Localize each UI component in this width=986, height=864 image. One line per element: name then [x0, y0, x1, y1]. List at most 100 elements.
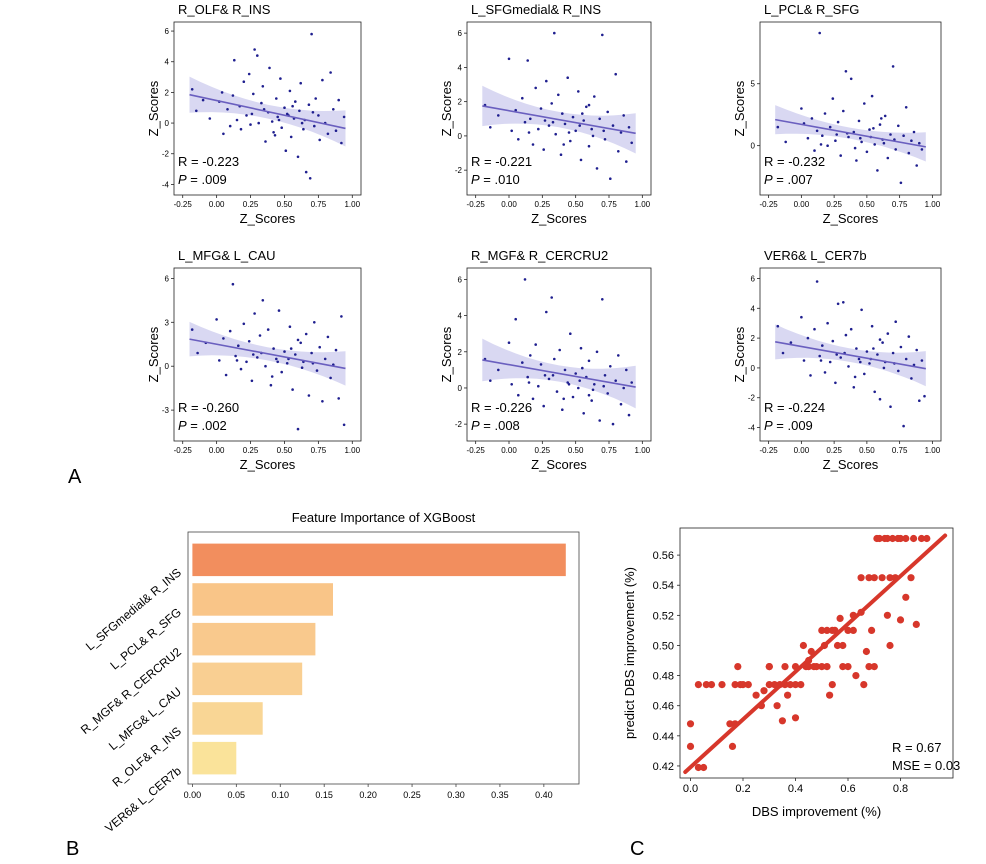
data-point	[865, 350, 869, 353]
regression-line	[482, 359, 636, 388]
data-point	[836, 614, 844, 623]
y-tick-label: 4	[165, 58, 170, 67]
data-point	[844, 626, 852, 635]
data-point	[912, 130, 916, 134]
x-tick-label: 0.00	[184, 790, 202, 800]
data-point	[307, 394, 311, 397]
y-tick-label: -2	[455, 166, 463, 175]
x-tick-label: 0.75	[892, 200, 908, 209]
data-point	[517, 138, 520, 141]
data-point	[810, 117, 814, 120]
data-point	[302, 127, 305, 131]
y-tick-label: 0.56	[653, 550, 674, 562]
data-point	[806, 136, 810, 140]
r-annotation: R = -0.260	[178, 400, 239, 415]
data-point	[340, 141, 343, 145]
data-point	[323, 357, 327, 361]
data-point	[531, 143, 535, 146]
data-point	[836, 120, 840, 124]
x-tick-label: 0.8	[893, 783, 908, 795]
data-point	[923, 394, 926, 398]
data-point	[284, 149, 288, 152]
x-tick-label: 0.25	[403, 790, 421, 800]
data-point	[534, 86, 537, 90]
data-point	[587, 393, 591, 397]
data-point	[578, 124, 581, 127]
data-point	[770, 681, 779, 689]
data-point	[734, 663, 742, 671]
data-point	[561, 408, 564, 412]
scatter-panel-2: L_SFGmedial& R_INS -0.25 0.00 0.25 0.50 0.75 1…	[439, 2, 652, 226]
x-tick-label: 0.20	[359, 790, 377, 800]
data-point	[614, 379, 617, 383]
data-point	[288, 89, 292, 93]
data-point	[220, 91, 224, 94]
data-point	[291, 104, 294, 108]
data-point	[539, 107, 543, 110]
y-axis-label: Z_Scores	[439, 326, 454, 382]
x-axis-label: DBS improvement (%)	[752, 804, 881, 819]
data-point	[313, 124, 316, 128]
data-point	[818, 663, 826, 671]
data-point	[603, 374, 607, 377]
data-point	[700, 763, 708, 772]
data-point	[562, 143, 565, 146]
y-tick-label: -2	[455, 420, 463, 429]
p-annotation: P = .008	[471, 418, 520, 433]
y-tick-label: 0	[165, 119, 170, 128]
data-point	[315, 369, 319, 372]
data-point	[731, 681, 739, 689]
data-point	[591, 134, 595, 138]
r-annotation: R = -0.224	[764, 400, 825, 415]
r-annotation: R = -0.226	[471, 400, 532, 415]
data-point	[579, 158, 583, 162]
data-point	[726, 720, 734, 728]
data-point	[280, 370, 284, 374]
data-point	[870, 324, 874, 328]
data-point	[603, 138, 607, 141]
data-point	[828, 681, 836, 689]
data-point	[897, 124, 900, 128]
data-point	[834, 381, 837, 385]
data-point	[269, 383, 273, 387]
data-point	[823, 371, 827, 374]
data-point	[918, 141, 921, 145]
data-point	[318, 345, 322, 349]
data-point	[863, 372, 866, 376]
data-point	[558, 348, 561, 352]
data-point	[784, 691, 792, 699]
data-point	[252, 353, 255, 356]
data-point	[304, 170, 308, 174]
data-point	[317, 114, 320, 117]
x-axis-label: Z_Scores	[823, 457, 879, 472]
data-point	[902, 534, 910, 543]
data-point	[863, 102, 866, 105]
data-point	[842, 109, 845, 113]
data-point	[781, 663, 789, 671]
data-point	[805, 663, 813, 671]
x-tick-label: -0.25	[174, 200, 193, 209]
data-point	[821, 344, 824, 347]
data-point	[585, 105, 588, 109]
data-point	[872, 347, 875, 350]
data-point	[823, 626, 831, 635]
data-point	[813, 149, 816, 152]
data-point	[828, 125, 832, 129]
data-point	[595, 350, 599, 354]
x-tick-label: 0.75	[601, 200, 617, 209]
data-point	[521, 361, 524, 364]
data-point	[567, 131, 571, 134]
x-tick-label: 0.25	[826, 200, 842, 209]
data-point	[904, 357, 908, 361]
data-point	[776, 125, 780, 129]
data-point	[289, 135, 293, 139]
data-point	[878, 397, 882, 401]
data-point	[812, 663, 821, 671]
data-point	[526, 59, 529, 62]
x-tick-label: -0.25	[174, 446, 193, 455]
y-tick-label: 0	[458, 384, 463, 393]
x-tick-label: 0.25	[243, 200, 259, 209]
data-point	[545, 79, 548, 83]
data-point	[514, 317, 517, 321]
data-point	[802, 359, 806, 362]
